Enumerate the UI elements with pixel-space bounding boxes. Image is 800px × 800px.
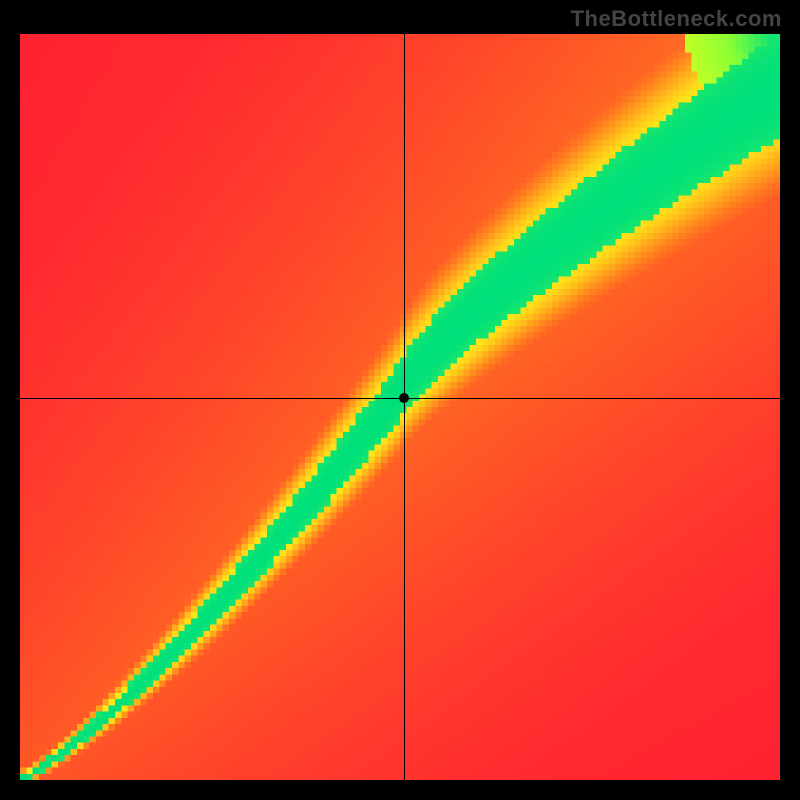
crosshair-marker xyxy=(399,393,409,403)
watermark-text: TheBottleneck.com xyxy=(571,6,782,32)
chart-container: TheBottleneck.com xyxy=(0,0,800,800)
heatmap-canvas xyxy=(20,34,780,780)
crosshair-vertical xyxy=(404,34,405,780)
heatmap-plot xyxy=(20,34,780,780)
